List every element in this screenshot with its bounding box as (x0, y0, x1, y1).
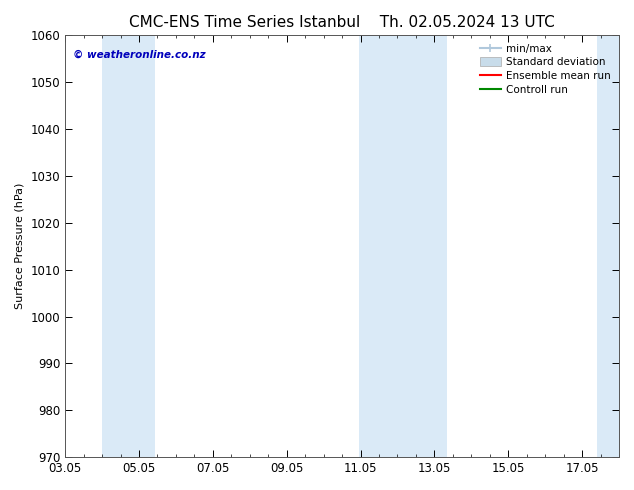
Bar (102, 35, 155, 457)
Text: © weatheronline.co.nz: © weatheronline.co.nz (74, 50, 206, 60)
Bar (359, 35, 448, 457)
Y-axis label: Surface Pressure (hPa): Surface Pressure (hPa) (15, 183, 25, 309)
Title: CMC-ENS Time Series Istanbul    Th. 02.05.2024 13 UTC: CMC-ENS Time Series Istanbul Th. 02.05.2… (129, 15, 555, 30)
Legend: min/max, Standard deviation, Ensemble mean run, Controll run: min/max, Standard deviation, Ensemble me… (477, 41, 614, 98)
Bar (597, 35, 619, 457)
